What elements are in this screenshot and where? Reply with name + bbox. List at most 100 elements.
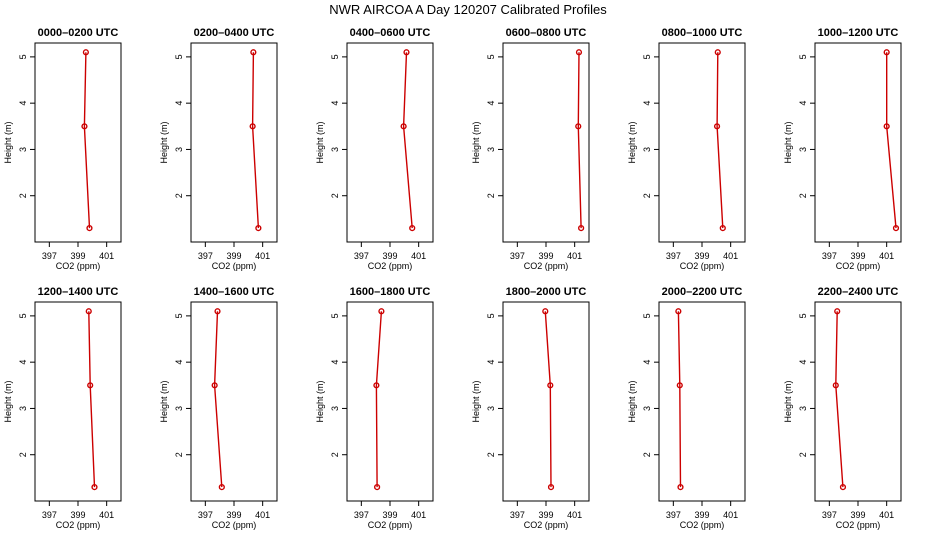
y-axis-label: Height (m) bbox=[3, 121, 13, 163]
data-point bbox=[374, 484, 381, 491]
profile-line bbox=[544, 311, 552, 488]
data-point bbox=[719, 225, 726, 232]
x-tick-label: 401 bbox=[255, 510, 270, 520]
data-point bbox=[578, 225, 585, 232]
data-point bbox=[409, 225, 416, 232]
x-tick-label: 401 bbox=[99, 510, 114, 520]
x-tick-label: 399 bbox=[382, 510, 397, 520]
data-point bbox=[883, 49, 890, 56]
y-axis-label: Height (m) bbox=[627, 380, 637, 422]
y-tick-label: 3 bbox=[798, 406, 808, 411]
panel-title: 1800–2000 UTC bbox=[505, 286, 587, 298]
data-point bbox=[834, 308, 841, 315]
panel-title: 0400–0600 UTC bbox=[349, 27, 431, 39]
x-axis-label: CO2 (ppm) bbox=[212, 520, 257, 530]
data-point bbox=[547, 484, 555, 491]
x-tick-label: 401 bbox=[723, 251, 738, 261]
data-point bbox=[249, 123, 256, 130]
panel-title: 1200–1400 UTC bbox=[37, 286, 119, 298]
y-tick-label: 2 bbox=[174, 193, 184, 198]
x-tick-label: 399 bbox=[226, 251, 241, 261]
data-point bbox=[214, 308, 221, 315]
data-point bbox=[82, 49, 89, 56]
x-tick-label: 397 bbox=[198, 510, 213, 520]
plot-frame bbox=[190, 301, 278, 502]
plot-frame bbox=[34, 301, 122, 502]
panel-title: 0600–0800 UTC bbox=[505, 27, 587, 39]
x-axis-label: CO2 (ppm) bbox=[212, 261, 257, 271]
y-tick-label: 4 bbox=[174, 360, 184, 365]
y-tick-label: 2 bbox=[174, 452, 184, 457]
y-axis-label: Height (m) bbox=[471, 380, 481, 422]
plot-frame bbox=[814, 301, 902, 502]
data-point bbox=[81, 123, 88, 130]
y-tick-label: 5 bbox=[642, 313, 652, 318]
plot-frame bbox=[658, 42, 746, 243]
x-tick-label: 401 bbox=[567, 251, 582, 261]
y-tick-label: 4 bbox=[798, 360, 808, 365]
panel-title: 0000–0200 UTC bbox=[37, 27, 119, 39]
plot-frame bbox=[502, 42, 590, 243]
x-tick-label: 401 bbox=[723, 510, 738, 520]
x-tick-label: 401 bbox=[879, 510, 894, 520]
x-tick-label: 397 bbox=[354, 251, 369, 261]
y-tick-label: 2 bbox=[486, 193, 496, 198]
x-tick-label: 399 bbox=[70, 510, 85, 520]
data-point bbox=[218, 484, 225, 491]
y-axis-label: Height (m) bbox=[315, 121, 325, 163]
x-tick-label: 399 bbox=[382, 251, 397, 261]
x-tick-label: 401 bbox=[99, 251, 114, 261]
data-point bbox=[714, 49, 721, 56]
x-tick-label: 401 bbox=[411, 510, 426, 520]
y-tick-label: 2 bbox=[798, 193, 808, 198]
y-tick-label: 5 bbox=[174, 54, 184, 59]
data-point bbox=[87, 382, 94, 389]
y-tick-label: 4 bbox=[18, 360, 28, 365]
y-axis-label: Height (m) bbox=[783, 380, 793, 422]
figure-title: NWR AIRCOA A Day 120207 Calibrated Profi… bbox=[329, 2, 607, 17]
y-axis-label: Height (m) bbox=[159, 121, 169, 163]
y-tick-label: 5 bbox=[798, 54, 808, 59]
plot-frame bbox=[34, 42, 122, 243]
y-axis-label: Height (m) bbox=[627, 121, 637, 163]
x-tick-label: 399 bbox=[538, 510, 553, 520]
y-tick-label: 5 bbox=[18, 313, 28, 318]
y-tick-label: 2 bbox=[642, 193, 652, 198]
y-tick-label: 4 bbox=[486, 101, 496, 106]
y-tick-label: 5 bbox=[330, 54, 340, 59]
x-tick-label: 401 bbox=[411, 251, 426, 261]
panel-title: 2000–2200 UTC bbox=[661, 286, 743, 298]
data-point bbox=[892, 225, 900, 232]
x-tick-label: 399 bbox=[226, 510, 241, 520]
x-tick-label: 397 bbox=[822, 251, 837, 261]
data-point bbox=[378, 308, 385, 315]
y-tick-label: 5 bbox=[174, 313, 184, 318]
profile-line bbox=[251, 52, 260, 229]
panel-title: 1000–1200 UTC bbox=[817, 27, 899, 39]
data-point bbox=[547, 382, 554, 389]
profile-line bbox=[677, 311, 682, 488]
data-point bbox=[373, 382, 380, 389]
profile-line bbox=[835, 311, 844, 488]
x-tick-label: 399 bbox=[694, 251, 709, 261]
x-axis-label: CO2 (ppm) bbox=[524, 261, 569, 271]
data-point bbox=[86, 225, 93, 232]
x-tick-label: 397 bbox=[198, 251, 213, 261]
y-tick-label: 3 bbox=[18, 147, 28, 152]
y-tick-label: 2 bbox=[798, 452, 808, 457]
x-tick-label: 399 bbox=[850, 510, 865, 520]
x-axis-label: CO2 (ppm) bbox=[836, 261, 881, 271]
data-point bbox=[575, 49, 583, 56]
data-point bbox=[91, 484, 98, 491]
data-point bbox=[713, 123, 721, 130]
y-tick-label: 5 bbox=[330, 313, 340, 318]
x-tick-label: 397 bbox=[510, 251, 525, 261]
y-tick-label: 3 bbox=[642, 147, 652, 152]
x-tick-label: 399 bbox=[70, 251, 85, 261]
x-axis-label: CO2 (ppm) bbox=[56, 261, 101, 271]
y-axis-label: Height (m) bbox=[159, 380, 169, 422]
x-axis-label: CO2 (ppm) bbox=[524, 520, 569, 530]
y-tick-label: 3 bbox=[174, 147, 184, 152]
plot-frame bbox=[658, 301, 746, 502]
x-tick-label: 399 bbox=[850, 251, 865, 261]
